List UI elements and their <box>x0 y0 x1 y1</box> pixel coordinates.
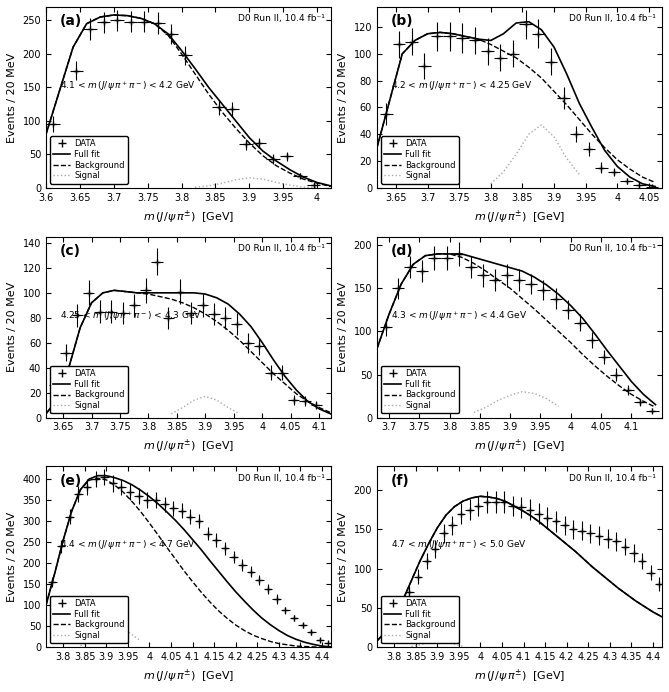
Text: (d): (d) <box>391 244 414 258</box>
Text: D0 Run II, 10.4 fb⁻¹: D0 Run II, 10.4 fb⁻¹ <box>238 473 325 482</box>
Text: D0 Run II, 10.4 fb⁻¹: D0 Run II, 10.4 fb⁻¹ <box>238 14 325 23</box>
Y-axis label: Events / 20 MeV: Events / 20 MeV <box>338 53 348 143</box>
Text: 4.1 < $m\,(J/\psi\,\pi^+\pi^-)$ < 4.2 GeV: 4.1 < $m\,(J/\psi\,\pi^+\pi^-)$ < 4.2 Ge… <box>60 80 196 93</box>
Legend: DATA, Full fit, Background, Signal: DATA, Full fit, Background, Signal <box>381 366 459 413</box>
Y-axis label: Events / 20 MeV: Events / 20 MeV <box>338 282 348 372</box>
X-axis label: $m\,(J/\psi\,\pi^{\pm})$  [GeV]: $m\,(J/\psi\,\pi^{\pm})$ [GeV] <box>142 438 234 455</box>
Text: (b): (b) <box>391 14 414 28</box>
Legend: DATA, Full fit, Background, Signal: DATA, Full fit, Background, Signal <box>50 136 128 183</box>
Legend: DATA, Full fit, Background, Signal: DATA, Full fit, Background, Signal <box>50 366 128 413</box>
X-axis label: $m\,(J/\psi\,\pi^{\pm})$  [GeV]: $m\,(J/\psi\,\pi^{\pm})$ [GeV] <box>474 668 565 685</box>
X-axis label: $m\,(J/\psi\,\pi^{\pm})$  [GeV]: $m\,(J/\psi\,\pi^{\pm})$ [GeV] <box>142 668 234 685</box>
Legend: DATA, Full fit, Background, Signal: DATA, Full fit, Background, Signal <box>381 596 459 643</box>
Text: D0 Run II, 10.4 fb⁻¹: D0 Run II, 10.4 fb⁻¹ <box>569 14 656 23</box>
Text: D0 Run II, 10.4 fb⁻¹: D0 Run II, 10.4 fb⁻¹ <box>238 244 325 253</box>
Text: 4.25 < $m\,(J/\psi\,\pi^+\pi^-)$ < 4.3 GeV: 4.25 < $m\,(J/\psi\,\pi^+\pi^-)$ < 4.3 G… <box>60 309 202 322</box>
Y-axis label: Events / 20 MeV: Events / 20 MeV <box>7 53 17 143</box>
Y-axis label: Events / 20 MeV: Events / 20 MeV <box>7 512 17 602</box>
X-axis label: $m\,(J/\psi\,\pi^{\pm})$  [GeV]: $m\,(J/\psi\,\pi^{\pm})$ [GeV] <box>474 438 565 455</box>
Text: 4.2 < $m\,(J/\psi\,\pi^+\pi^-)$ < 4.25 GeV: 4.2 < $m\,(J/\psi\,\pi^+\pi^-)$ < 4.25 G… <box>391 80 533 93</box>
Text: 4.4 < $m\,(J/\psi\,\pi^+\pi^-)$ < 4.7 GeV: 4.4 < $m\,(J/\psi\,\pi^+\pi^-)$ < 4.7 Ge… <box>60 539 196 552</box>
Text: D0 Run II, 10.4 fb⁻¹: D0 Run II, 10.4 fb⁻¹ <box>569 244 656 253</box>
Y-axis label: Events / 20 MeV: Events / 20 MeV <box>338 512 348 602</box>
Y-axis label: Events / 20 MeV: Events / 20 MeV <box>7 282 17 372</box>
Text: (c): (c) <box>60 244 81 258</box>
Text: (e): (e) <box>60 473 82 488</box>
Text: (f): (f) <box>391 473 410 488</box>
Legend: DATA, Full fit, Background, Signal: DATA, Full fit, Background, Signal <box>381 136 459 183</box>
X-axis label: $m\,(J/\psi\,\pi^{\pm})$  [GeV]: $m\,(J/\psi\,\pi^{\pm})$ [GeV] <box>474 208 565 226</box>
Text: 4.3 < $m\,(J/\psi\,\pi^+\pi^-)$ < 4.4 GeV: 4.3 < $m\,(J/\psi\,\pi^+\pi^-)$ < 4.4 Ge… <box>391 309 528 322</box>
Text: (a): (a) <box>60 14 82 28</box>
Legend: DATA, Full fit, Background, Signal: DATA, Full fit, Background, Signal <box>50 596 128 643</box>
Text: D0 Run II, 10.4 fb⁻¹: D0 Run II, 10.4 fb⁻¹ <box>569 473 656 482</box>
Text: 4.7 < $m\,(J/\psi\,\pi^+\pi^-)$ < 5.0 GeV: 4.7 < $m\,(J/\psi\,\pi^+\pi^-)$ < 5.0 Ge… <box>391 539 527 552</box>
X-axis label: $m\,(J/\psi\,\pi^{\pm})$  [GeV]: $m\,(J/\psi\,\pi^{\pm})$ [GeV] <box>142 208 234 226</box>
